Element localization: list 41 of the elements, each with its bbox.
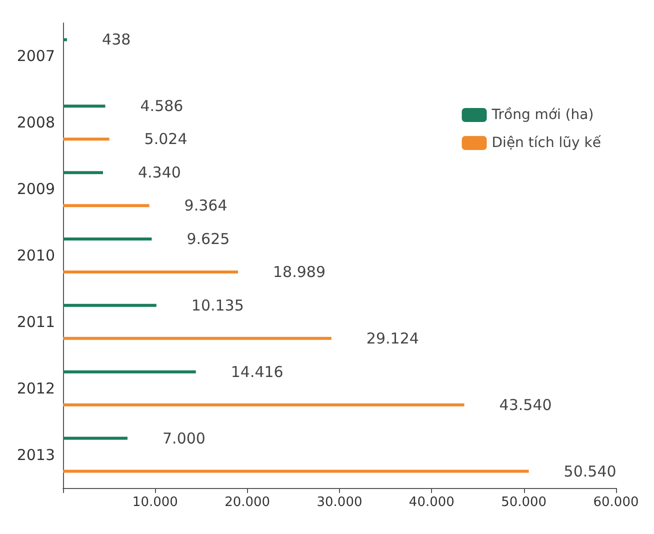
y-tick-label: 2012 xyxy=(16,379,55,398)
data-label: 438 xyxy=(102,30,131,49)
y-tick-label: 2010 xyxy=(16,246,55,264)
x-tick-label: 10.000 xyxy=(132,495,178,510)
legend-label: Trồng mới (ha) xyxy=(490,107,594,123)
y-tick-label: 2009 xyxy=(16,180,55,198)
y-tick-label: 2007 xyxy=(16,47,55,66)
y-tick-label: 2008 xyxy=(16,114,55,132)
bar xyxy=(63,403,464,406)
data-label: 14.416 xyxy=(230,362,284,381)
data-label: 5.024 xyxy=(144,130,188,148)
bar xyxy=(63,38,68,42)
bar xyxy=(63,336,332,340)
y-tick-label: 2011 xyxy=(16,312,55,331)
data-label: 9.364 xyxy=(184,196,228,215)
data-label: 9.625 xyxy=(186,230,230,248)
x-tick-label: 40.000 xyxy=(408,495,454,510)
bar xyxy=(63,470,529,473)
bar xyxy=(63,270,238,274)
bar xyxy=(63,304,156,307)
data-label: 50.540 xyxy=(564,462,616,480)
data-label: 29.124 xyxy=(366,329,419,348)
data-label: 7.000 xyxy=(162,429,206,448)
bar xyxy=(63,370,196,374)
data-label: 43.540 xyxy=(499,396,552,414)
bar xyxy=(63,238,152,240)
x-tick-label: 30.000 xyxy=(316,495,362,510)
y-tick-label: 2013 xyxy=(16,446,55,464)
x-tick-label: 60.000 xyxy=(593,495,639,510)
data-label: 4.340 xyxy=(138,164,181,182)
legend-label: Diện tích lũy kế xyxy=(492,135,602,151)
bar xyxy=(63,436,128,440)
bar xyxy=(63,104,106,108)
data-label: 10.135 xyxy=(191,296,244,314)
data-label: 4.586 xyxy=(140,97,184,116)
data-label: 18.989 xyxy=(273,263,326,281)
bar xyxy=(63,138,110,141)
bar xyxy=(63,171,103,174)
bar xyxy=(63,204,150,208)
x-tick-label: 20.000 xyxy=(224,495,270,510)
x-tick-label: 50.000 xyxy=(501,495,547,510)
